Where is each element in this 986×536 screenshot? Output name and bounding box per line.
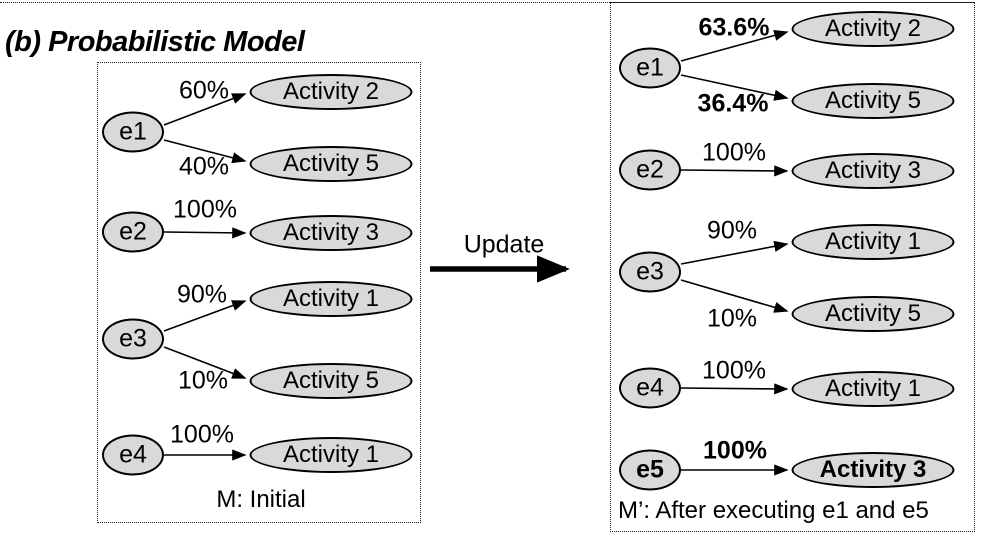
initial-model-panel <box>97 62 421 523</box>
updated-model-caption: M’: After executing e1 and e5 <box>618 497 929 524</box>
activity-node-right-activity3b: Activity 3 <box>791 452 955 488</box>
edge-probability-label: 10% <box>177 366 229 395</box>
edge-probability-label: 100% <box>170 420 234 449</box>
figure-title: (b) Probabilistic Model <box>5 26 305 58</box>
event-node-left-e4: e4 <box>102 434 164 476</box>
top-dotted-border <box>0 2 974 3</box>
activity-node-left-activity1b: Activity 1 <box>249 437 413 473</box>
event-node-right-e1: e1 <box>619 47 681 89</box>
update-label: Update <box>463 230 545 259</box>
activity-node-right-activity1a: Activity 1 <box>791 224 955 260</box>
edge-probability-label: 90% <box>706 216 758 245</box>
activity-node-right-activity5b: Activity 5 <box>791 296 955 332</box>
edge-probability-label: 100% <box>702 356 766 385</box>
event-node-right-e5: e5 <box>619 449 681 491</box>
activity-node-right-activity2: Activity 2 <box>791 11 955 47</box>
event-node-left-e1: e1 <box>102 111 164 153</box>
edge-probability-label: 90% <box>176 280 228 309</box>
activity-node-right-activity3a: Activity 3 <box>791 153 955 189</box>
activity-node-right-activity5a: Activity 5 <box>791 83 955 119</box>
activity-node-left-activity5a: Activity 5 <box>249 146 413 182</box>
activity-node-right-activity1b: Activity 1 <box>791 371 955 407</box>
event-node-left-e3: e3 <box>102 318 164 360</box>
event-node-left-e2: e2 <box>102 211 164 253</box>
activity-node-left-activity3: Activity 3 <box>249 215 413 251</box>
event-node-right-e4: e4 <box>619 367 681 409</box>
edge-probability-label: 63.6% <box>698 13 770 42</box>
initial-model-caption: M: Initial <box>216 486 306 513</box>
activity-node-left-activity2: Activity 2 <box>249 74 413 110</box>
edge-probability-label: 10% <box>706 304 758 333</box>
edge-probability-label: 36.4% <box>697 89 769 118</box>
edge-probability-label: 60% <box>178 76 230 105</box>
event-node-right-e2: e2 <box>619 149 681 191</box>
edge-probability-label: 40% <box>178 152 230 181</box>
edge-probability-label: 100% <box>703 436 767 465</box>
updated-model-panel <box>610 2 975 532</box>
activity-node-left-activity5b: Activity 5 <box>249 363 413 399</box>
edge-probability-label: 100% <box>702 138 766 167</box>
edge-probability-label: 100% <box>173 195 237 224</box>
activity-node-left-activity1a: Activity 1 <box>249 281 413 317</box>
event-node-right-e3: e3 <box>619 251 681 293</box>
